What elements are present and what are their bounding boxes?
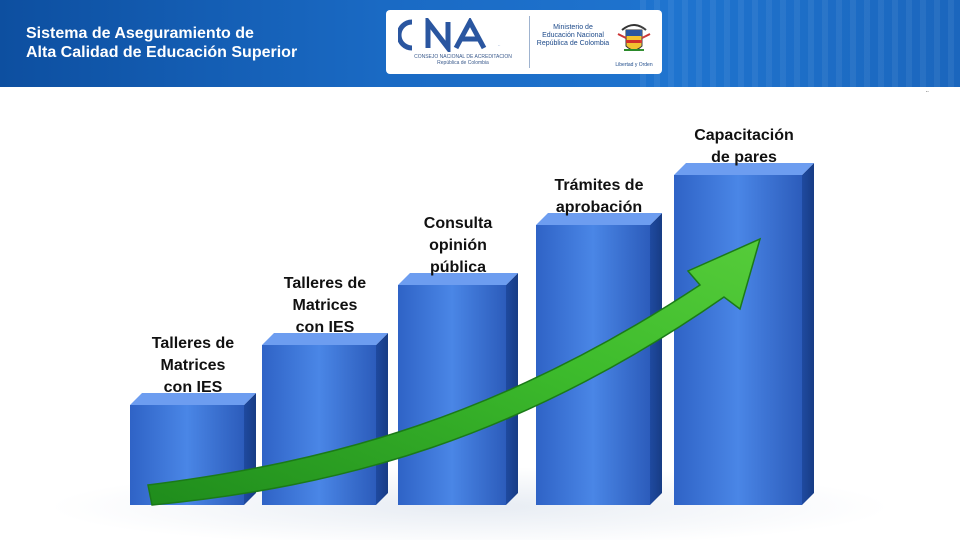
bar-top-5 xyxy=(674,163,814,175)
bar-label-line: Matrices xyxy=(160,357,226,374)
bar-label-line: con IES xyxy=(295,319,355,336)
bar-side-5 xyxy=(802,163,814,505)
system-title: Sistema de Aseguramiento de Alta Calidad… xyxy=(26,24,297,62)
bar-label-line: Capacitación xyxy=(694,127,794,144)
corner-mark: ¨ xyxy=(926,90,929,99)
bar-top-2 xyxy=(262,333,388,345)
bar-label-line: Talleres de xyxy=(151,335,235,352)
bar-label-line: Talleres de xyxy=(283,275,367,292)
bar-3 xyxy=(398,285,506,505)
bar-top-1 xyxy=(130,393,256,405)
bar-label-line: opinión xyxy=(429,237,487,254)
system-title-line2: Alta Calidad de Educación Superior xyxy=(26,44,298,61)
bar-top-3 xyxy=(398,273,518,285)
crest-caption: Libertad y Orden xyxy=(615,62,653,68)
bar-label-line: Trámites de xyxy=(554,177,644,194)
bar-label-4: Trámites de aprobación xyxy=(526,175,672,219)
bar-label-line: Consulta xyxy=(423,215,493,232)
bar-label-line: de pares xyxy=(711,149,777,166)
cna-caption: CONSEJO NACIONAL DE ACREDITACIÓN Repúbli… xyxy=(398,54,528,66)
bar-label-1: Talleres de Matrices con IES xyxy=(120,333,266,399)
bar-5 xyxy=(674,175,802,505)
cna-caption-line2: República de Colombia xyxy=(437,60,489,66)
header-banner: Sistema de Aseguramiento de Alta Calidad… xyxy=(0,0,960,87)
colombia-coat-of-arms-icon xyxy=(617,24,651,51)
bar-label-5: Capacitación de pares xyxy=(664,125,824,169)
bar-label-line: pública xyxy=(429,259,486,276)
ministry-name: Ministerio de Educación Nacional Repúbli… xyxy=(536,24,610,48)
cna-caption-line1: CONSEJO NACIONAL DE ACREDITACIÓN xyxy=(414,54,512,60)
cna-logo: CNA xyxy=(398,18,500,52)
logo-divider xyxy=(529,16,530,68)
institution-logos: CNA CONSEJO NACIONAL DE ACREDITACIÓN Rep… xyxy=(386,10,662,74)
ministry-line2: Educación Nacional xyxy=(542,32,604,39)
ministry-line3: República de Colombia xyxy=(536,40,610,47)
cna-logo-text: CNA xyxy=(498,44,500,47)
growth-arrow-icon xyxy=(147,237,762,506)
bar-top-4 xyxy=(536,213,662,225)
bar-label-line: Matrices xyxy=(292,297,358,314)
system-title-line1: Sistema de Aseguramiento de xyxy=(26,25,254,42)
growth-graphic-svg xyxy=(50,163,890,540)
growth-graphic: Talleres de Matrices con IES Talleres de Mat… xyxy=(0,87,960,540)
bar-side-2 xyxy=(376,333,388,505)
bar-label-2: Talleres de Matrices con IES xyxy=(252,273,398,339)
ministry-line1: Ministerio de xyxy=(553,24,593,31)
bar-side-4 xyxy=(650,213,662,505)
bar-label-line: con IES xyxy=(163,379,223,396)
bar-label-line: aprobación xyxy=(555,199,643,216)
bar-label-3: Consulta opinión pública xyxy=(388,213,528,279)
